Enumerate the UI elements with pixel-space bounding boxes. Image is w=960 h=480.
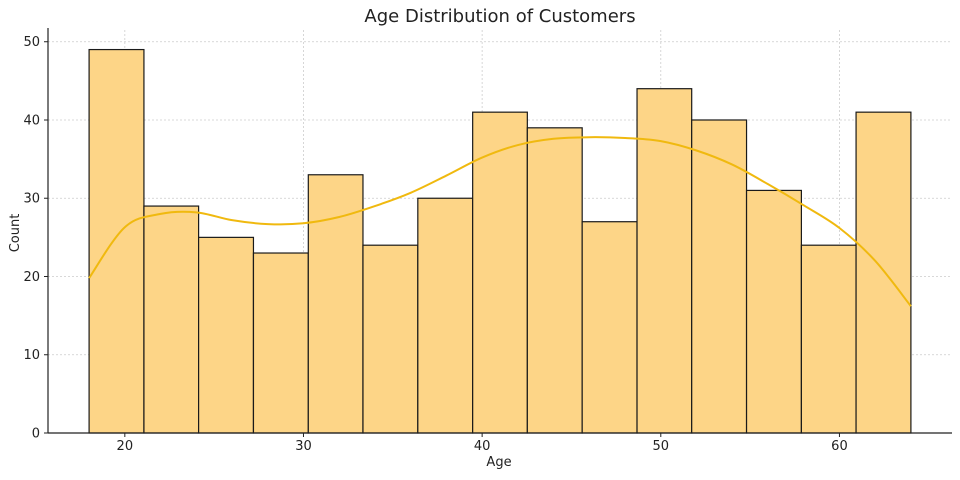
kde-curve: [88, 136, 912, 307]
chart-title: Age Distribution of Customers: [364, 6, 635, 27]
histogram-bar: [472, 111, 528, 434]
x-tick-label: 60: [831, 439, 848, 454]
histogram-bar: [417, 197, 474, 434]
axes: 20 30 40 50 60 0 10 20 30 40 50: [23, 28, 952, 454]
y-tick-label: 0: [32, 427, 40, 442]
y-axis-label: Count: [8, 214, 23, 253]
x-tick-label: 20: [117, 439, 134, 454]
histogram-bar: [800, 244, 857, 434]
histogram-bar: [252, 252, 309, 434]
histogram-bar: [581, 221, 638, 434]
x-tick-label: 40: [474, 439, 491, 454]
y-tick-label: 30: [23, 192, 40, 207]
histogram-bar: [636, 88, 693, 434]
histogram-bars: [88, 48, 912, 434]
histogram-bar: [88, 48, 145, 434]
histogram-bar: [198, 236, 255, 434]
x-tick-label: 30: [295, 439, 312, 454]
x-axis-label: Age: [486, 455, 511, 470]
histogram-bar: [143, 205, 200, 434]
histogram-bar: [526, 127, 583, 434]
y-tick-label: 10: [23, 348, 40, 363]
y-tick-label: 40: [23, 113, 40, 128]
y-tick-label: 20: [23, 270, 40, 285]
histogram-bar: [362, 244, 419, 434]
y-tick-label: 50: [23, 35, 40, 50]
histogram-bar: [855, 111, 912, 434]
histogram-bar: [745, 189, 802, 434]
x-tick-label: 50: [653, 439, 670, 454]
kde-curve-layer: [88, 136, 912, 307]
